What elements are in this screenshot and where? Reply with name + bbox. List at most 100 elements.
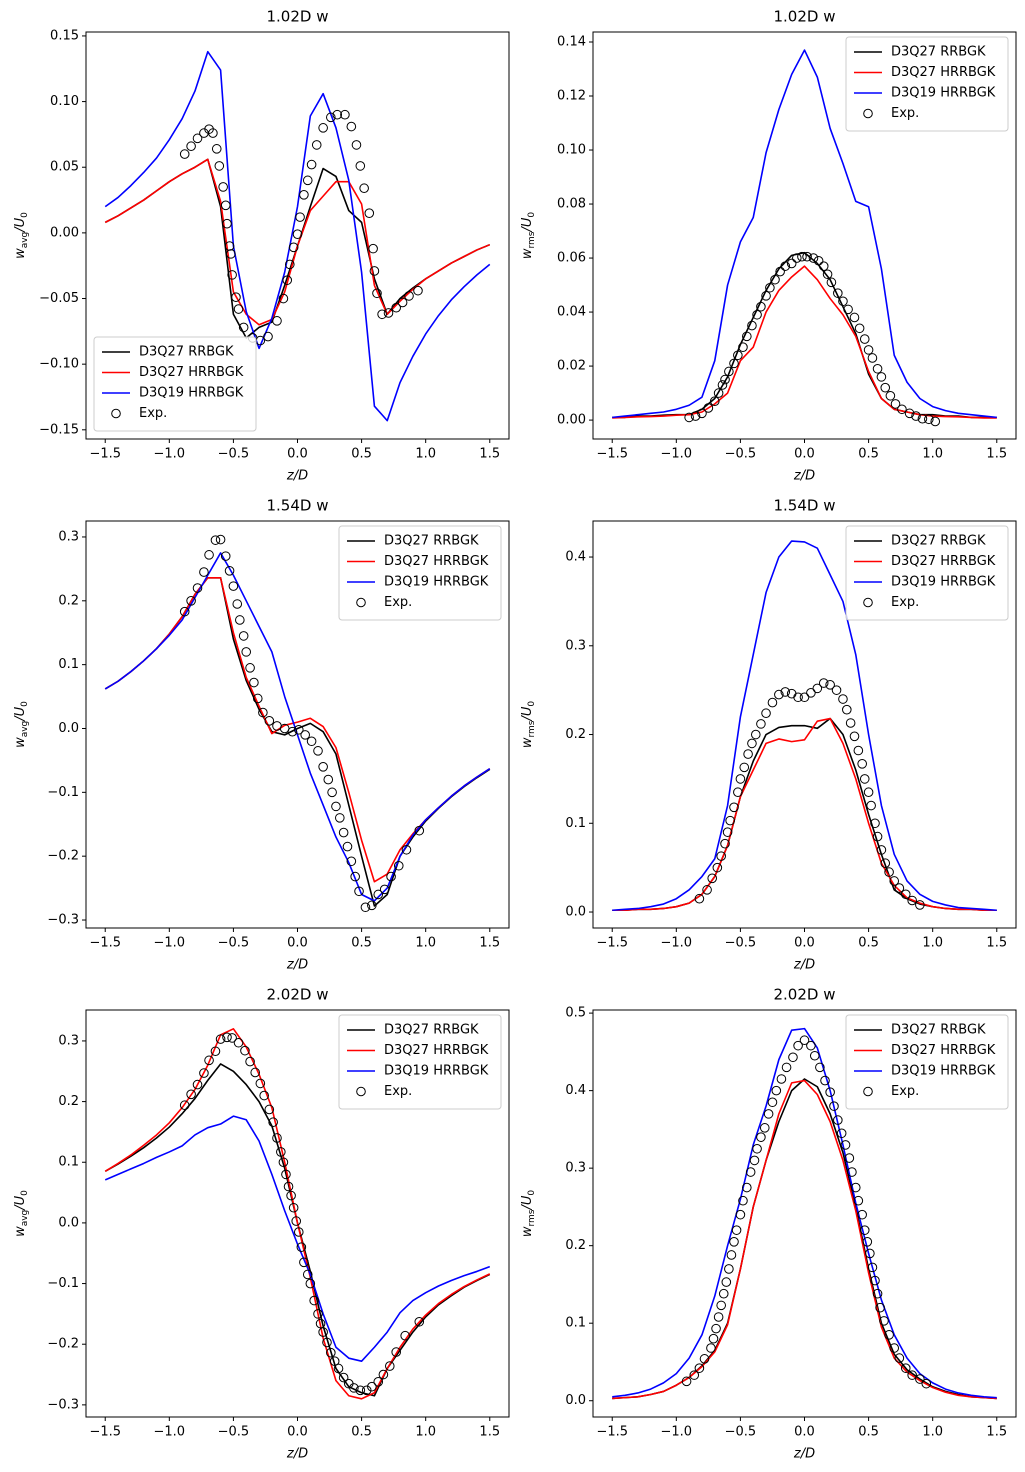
plot-area: [612, 49, 997, 427]
exp-point: [210, 1046, 221, 1057]
subplot: 1.02D w z/D wavg/U0 −1.5 −1.0 −0.5 0.0 0.5 1.0 1.…: [13, 8, 510, 484]
exp-point: [245, 663, 255, 673]
subplot: 1.54D w z/D wavg/U0 −1.5 −1.0 −0.5 0.0 0.5 1.0 1.…: [13, 497, 510, 973]
exp-point: [853, 1195, 864, 1206]
exp-point: [299, 190, 309, 200]
exp-point: [235, 615, 245, 625]
label-subscript: 0: [527, 1190, 537, 1196]
exp-point: [391, 302, 402, 313]
x-tick-label: −0.5: [725, 936, 757, 951]
exp-point: [793, 692, 803, 703]
exp-point: [815, 1062, 825, 1073]
exp-point: [712, 862, 723, 873]
series-line: [612, 251, 997, 419]
exp-point: [709, 396, 720, 406]
x-tick-label: −1.5: [89, 447, 121, 462]
exp-point: [393, 860, 404, 871]
exp-point: [697, 408, 707, 419]
legend-label: D3Q27 HRRBGK: [891, 65, 996, 80]
y-tick-label: 0.02: [557, 359, 586, 374]
legend: D3Q27 RRBGK D3Q27 HRRBGK D3Q19 HRRBGK Exp.: [845, 1014, 1009, 1110]
x-tick-label: 1.5: [986, 936, 1007, 951]
exp-point: [313, 746, 323, 756]
exp-point: [780, 687, 791, 697]
exp-point: [799, 1035, 810, 1046]
exp-point: [825, 680, 835, 690]
exp-point: [186, 1089, 196, 1100]
legend-label: Exp.: [384, 1084, 412, 1099]
exp-point: [346, 856, 357, 867]
exp-point: [249, 677, 259, 688]
exp-point: [907, 1370, 917, 1380]
x-tick-label: −1.0: [154, 936, 186, 951]
exp-point: [889, 1343, 900, 1353]
exp-point: [818, 261, 829, 271]
exp-point: [742, 1182, 752, 1193]
x-tick-label: 1.5: [479, 1425, 500, 1440]
x-tick-label: 1.5: [986, 1425, 1007, 1440]
y-tick-label: 0.14: [557, 34, 586, 49]
exp-point: [215, 1034, 226, 1044]
label-subscript: 0: [527, 212, 537, 218]
exp-point: [833, 1115, 843, 1125]
series-line: [104, 577, 491, 907]
exp-point: [231, 292, 241, 303]
exp-point: [843, 304, 853, 315]
exp-point: [268, 1117, 278, 1128]
x-tick-label: 1.0: [922, 1425, 943, 1440]
exp-point: [872, 1288, 883, 1299]
exp-point: [863, 787, 874, 798]
exp-point: [738, 342, 748, 352]
exp-point: [295, 212, 305, 222]
subplot: 1.54D w z/D wrms/U0 −1.5 −1.0 −0.5 0.0 0.5 1.0 1.…: [520, 497, 1017, 973]
x-tick-label: −0.5: [725, 1425, 757, 1440]
exp-point: [228, 581, 239, 591]
subplot-title: 1.54D w: [774, 497, 836, 515]
legend-label: D3Q27 HRRBGK: [384, 1043, 489, 1058]
exp-point: [360, 902, 371, 913]
exp-point: [199, 1068, 209, 1078]
exp-point: [350, 871, 360, 882]
exp-point: [797, 251, 807, 262]
series-line: [104, 50, 491, 422]
exp-point: [690, 411, 701, 421]
legend-marker: [863, 1086, 873, 1097]
exp-point: [179, 606, 190, 617]
exp-point: [752, 1143, 762, 1154]
exp-point: [413, 285, 423, 296]
plot-area: [612, 540, 997, 912]
exp-point: [765, 282, 775, 293]
exp-point: [306, 736, 317, 747]
exp-point: [842, 704, 852, 715]
exp-point: [263, 331, 273, 342]
x-tick-label: −1.5: [89, 936, 121, 951]
label-part: /U: [13, 706, 28, 721]
exp-point: [192, 1079, 203, 1090]
y-tick-label: 0.0: [58, 721, 79, 736]
y-tick-label: −0.05: [39, 291, 79, 306]
label-subscript: avg: [20, 1210, 30, 1227]
exp-point: [870, 1275, 880, 1286]
exp-point: [264, 716, 275, 726]
label-subscript: 0: [20, 701, 30, 707]
exp-point: [250, 1067, 260, 1078]
legend-box: [93, 336, 257, 432]
exp-point: [770, 274, 780, 285]
exp-point: [292, 229, 303, 239]
exp-point: [404, 291, 414, 301]
exp-point: [731, 1225, 742, 1235]
exp-point: [252, 693, 263, 704]
series-line: [612, 717, 997, 912]
exp-point: [872, 363, 883, 374]
exp-point: [857, 759, 867, 769]
x-tick-label: −0.5: [218, 936, 250, 951]
exp-point: [210, 535, 221, 545]
y-tick-label: 0.1: [58, 1155, 79, 1170]
exp-point: [305, 1278, 316, 1289]
exp-point: [278, 1157, 289, 1168]
exp-point: [915, 900, 925, 910]
legend-label: D3Q19 HRRBGK: [891, 86, 996, 101]
series-line: [612, 1079, 997, 1400]
exp-point: [338, 1372, 349, 1383]
series-line: [104, 1028, 491, 1400]
